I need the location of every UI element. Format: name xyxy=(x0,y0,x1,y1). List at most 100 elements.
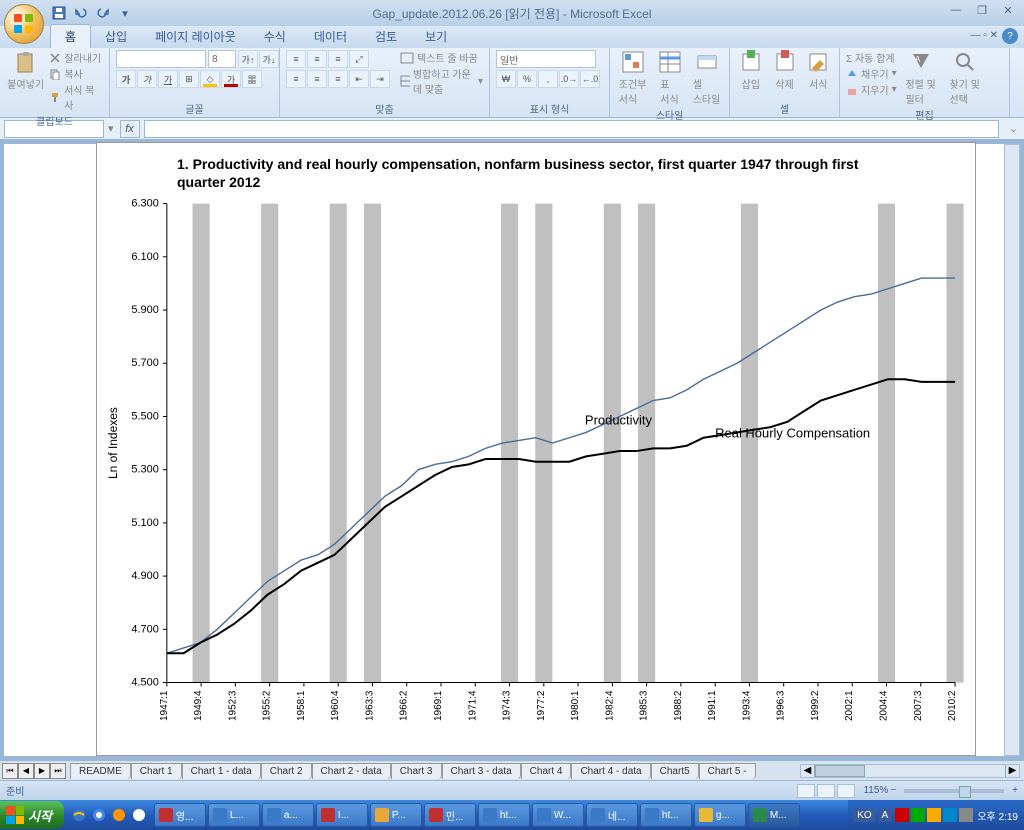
redo-icon[interactable] xyxy=(94,4,112,22)
tab-page-layout[interactable]: 페이지 레이아웃 xyxy=(141,25,250,48)
comma-button[interactable]: , xyxy=(538,70,558,88)
align-top-button[interactable]: ≡ xyxy=(286,50,306,68)
bold-button[interactable]: 가 xyxy=(116,70,136,88)
wrap-text-button[interactable]: 텍스트 줄 바꿈 xyxy=(400,50,483,65)
sheet-tab[interactable]: Chart 5 - xyxy=(699,763,756,779)
vertical-scrollbar[interactable] xyxy=(1004,144,1020,756)
sheet-tab[interactable]: Chart 2 xyxy=(261,763,312,779)
align-middle-button[interactable]: ≡ xyxy=(307,50,327,68)
tab-insert[interactable]: 삽입 xyxy=(91,25,141,48)
zoom-slider[interactable] xyxy=(904,789,1004,793)
ql-chrome-icon[interactable] xyxy=(90,805,108,825)
tab-view[interactable]: 보기 xyxy=(411,25,461,48)
taskbar-item[interactable]: 민... xyxy=(424,803,476,827)
zoom-value[interactable]: 115% xyxy=(863,785,888,796)
view-page-break-button[interactable] xyxy=(837,784,855,798)
indent-dec-button[interactable]: ⇤ xyxy=(349,70,369,88)
taskbar-item[interactable]: M... xyxy=(748,803,800,827)
sheet-tab[interactable]: Chart 1 xyxy=(131,763,182,779)
number-format-combo[interactable]: 일반 xyxy=(496,50,596,68)
qat-dropdown-icon[interactable]: ▾ xyxy=(116,4,134,22)
grow-font-button[interactable]: 가↑ xyxy=(238,50,258,68)
sheet-tab[interactable]: Chart 3 xyxy=(391,763,442,779)
tab-nav-prev-icon[interactable]: ◀ xyxy=(18,763,34,779)
delete-cells-button[interactable]: 삭제 xyxy=(770,50,800,91)
tray-ime[interactable]: A xyxy=(879,809,892,822)
tab-data[interactable]: 데이터 xyxy=(300,25,361,48)
clear-button[interactable]: 지우기 ▾ xyxy=(846,82,897,97)
fill-button[interactable]: 채우기 ▾ xyxy=(846,66,897,81)
align-bottom-button[interactable]: ≡ xyxy=(328,50,348,68)
start-button[interactable]: 시작 xyxy=(0,801,64,829)
sheet-tab[interactable]: Chart5 xyxy=(651,763,699,779)
cut-button[interactable]: 잘라내기 xyxy=(49,50,103,65)
sheet-tab[interactable]: Chart 4 xyxy=(521,763,572,779)
font-name-combo[interactable] xyxy=(116,50,206,68)
taskbar-item[interactable]: ht... xyxy=(478,803,530,827)
taskbar-item[interactable]: P... xyxy=(370,803,422,827)
help-icon[interactable]: ? xyxy=(1002,28,1018,44)
format-table-button[interactable]: 표 서식 xyxy=(653,50,686,106)
decimal-inc-button[interactable]: .0→ xyxy=(559,70,579,88)
copy-button[interactable]: 복사 xyxy=(49,66,103,81)
tray-icon-2[interactable] xyxy=(911,808,925,822)
name-box-dropdown-icon[interactable]: ▾ xyxy=(104,122,118,135)
tray-icon-4[interactable] xyxy=(943,808,957,822)
fx-button[interactable]: fx xyxy=(120,120,140,138)
save-icon[interactable] xyxy=(50,4,68,22)
minimize-ribbon-icon[interactable]: — ▫ ✕ xyxy=(971,30,998,41)
conditional-format-button[interactable]: 조건부 서식 xyxy=(616,50,649,106)
border-button[interactable]: ⊞ xyxy=(179,70,199,88)
sheet-tab[interactable]: Chart 1 - data xyxy=(182,763,261,779)
view-page-layout-button[interactable] xyxy=(817,784,835,798)
phonetic-button[interactable]: 噐 xyxy=(242,70,262,88)
sheet-tab[interactable]: Chart 3 - data xyxy=(442,763,521,779)
sheet-tab[interactable]: README xyxy=(70,763,131,779)
align-right-button[interactable]: ≡ xyxy=(328,70,348,88)
insert-cells-button[interactable]: 삽입 xyxy=(736,50,766,91)
indent-inc-button[interactable]: ⇥ xyxy=(370,70,390,88)
percent-button[interactable]: % xyxy=(517,70,537,88)
currency-button[interactable]: ₩ xyxy=(496,70,516,88)
tab-review[interactable]: 검토 xyxy=(361,25,411,48)
taskbar-item[interactable]: 네... xyxy=(586,803,638,827)
taskbar-item[interactable]: L... xyxy=(208,803,260,827)
tab-home[interactable]: 홈 xyxy=(50,24,91,48)
undo-icon[interactable] xyxy=(72,4,90,22)
sheet-tab[interactable]: Chart 4 - data xyxy=(571,763,650,779)
tray-icon-1[interactable] xyxy=(895,808,909,822)
zoom-in-button[interactable]: + xyxy=(1012,785,1018,796)
office-button[interactable] xyxy=(4,4,44,44)
find-select-button[interactable]: 찾기 및 선택 xyxy=(945,50,985,106)
font-color-button[interactable]: 가 xyxy=(221,70,241,88)
view-normal-button[interactable] xyxy=(797,784,815,798)
zoom-out-button[interactable]: − xyxy=(890,785,896,796)
tab-formulas[interactable]: 수식 xyxy=(250,25,300,48)
autosum-button[interactable]: Σ 자동 합계 xyxy=(846,50,897,65)
sort-filter-button[interactable]: A정렬 및 필터 xyxy=(901,50,941,106)
formula-expand-icon[interactable]: ⌄ xyxy=(1003,122,1024,135)
taskbar-item[interactable]: ht... xyxy=(640,803,692,827)
cell-styles-button[interactable]: 셀 스타일 xyxy=(690,50,723,106)
tab-nav-first-icon[interactable]: ⏮ xyxy=(2,763,18,779)
minimize-button[interactable]: — xyxy=(944,2,968,18)
close-button[interactable]: ✕ xyxy=(996,2,1020,18)
font-size-combo[interactable]: 8 xyxy=(208,50,236,68)
orientation-button[interactable]: ⤢ xyxy=(349,50,369,68)
ql-other-icon[interactable] xyxy=(130,805,148,825)
tray-lang[interactable]: KO xyxy=(854,809,874,822)
taskbar-item[interactable]: W... xyxy=(532,803,584,827)
fill-color-button[interactable]: ◇ xyxy=(200,70,220,88)
shrink-font-button[interactable]: 가↓ xyxy=(259,50,279,68)
tab-nav-next-icon[interactable]: ▶ xyxy=(34,763,50,779)
format-painter-button[interactable]: 서식 복사 xyxy=(49,82,103,112)
sheet-tab[interactable]: Chart 2 - data xyxy=(312,763,391,779)
tray-icon-3[interactable] xyxy=(927,808,941,822)
decimal-dec-button[interactable]: ←.0 xyxy=(580,70,600,88)
paste-button[interactable]: 붙여넣기 xyxy=(6,50,45,91)
align-center-button[interactable]: ≡ xyxy=(307,70,327,88)
ql-ie-icon[interactable] xyxy=(70,805,88,825)
horizontal-scrollbar[interactable]: ◀▶ xyxy=(800,764,1020,778)
taskbar-item[interactable]: g... xyxy=(694,803,746,827)
taskbar-item[interactable]: I... xyxy=(316,803,368,827)
